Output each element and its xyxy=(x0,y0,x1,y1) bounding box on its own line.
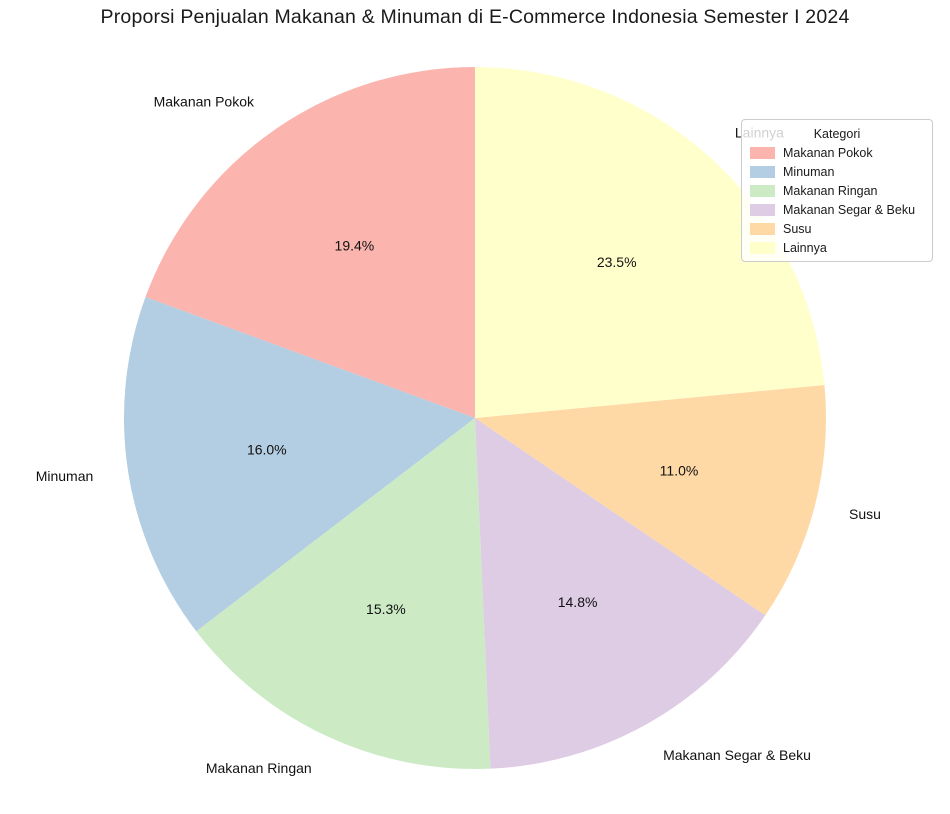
legend-swatch xyxy=(750,185,775,198)
legend-item: Lainnya xyxy=(750,238,924,257)
slice-category-label: Makanan Pokok xyxy=(154,93,255,109)
legend-item-label: Minuman xyxy=(783,165,835,180)
legend-swatch xyxy=(750,222,775,235)
legend-item: Susu xyxy=(750,219,924,238)
legend-title: Kategori xyxy=(813,127,861,141)
legend-item-label: Makanan Ringan xyxy=(783,184,878,199)
pie-slice xyxy=(123,297,475,632)
legend-swatch xyxy=(750,241,775,254)
legend-item-label: Lainnya xyxy=(783,240,827,255)
slice-category-label: Minuman xyxy=(36,468,94,484)
pie-slice xyxy=(475,384,826,616)
pie-slice xyxy=(475,418,766,769)
slice-category-label: Makanan Segar & Beku xyxy=(663,747,811,763)
slice-percent-label: 23.5% xyxy=(597,254,637,270)
legend-swatch xyxy=(750,147,775,160)
legend-item: Minuman xyxy=(750,163,924,182)
legend-item: Makanan Ringan xyxy=(750,182,924,201)
pie-slice xyxy=(196,418,491,769)
slice-category-label: Susu xyxy=(849,506,881,522)
slice-percent-label: 14.8% xyxy=(558,594,598,610)
legend-item-label: Makanan Segar & Beku xyxy=(783,202,916,217)
legend-item-label: Susu xyxy=(783,221,812,236)
pie-slice xyxy=(475,67,825,418)
chart-title: Proporsi Penjualan Makanan & Minuman di … xyxy=(100,6,850,28)
slice-percent-label: 15.3% xyxy=(366,601,406,617)
legend-item: Makanan Pokok xyxy=(750,144,924,163)
slice-percent-label: 11.0% xyxy=(660,462,699,478)
legend: Kategori Makanan Pokok Minuman Makanan Rin… xyxy=(741,119,933,262)
legend-swatch xyxy=(750,203,775,216)
legend-item-label: Makanan Pokok xyxy=(783,146,873,161)
slice-percent-label: 16.0% xyxy=(247,442,287,458)
legend-item: Makanan Segar & Beku xyxy=(750,200,924,219)
pie-slice xyxy=(145,67,475,418)
legend-swatch xyxy=(750,166,775,179)
slice-category-label: Makanan Ringan xyxy=(206,760,312,776)
slice-percent-label: 19.4% xyxy=(335,237,375,253)
